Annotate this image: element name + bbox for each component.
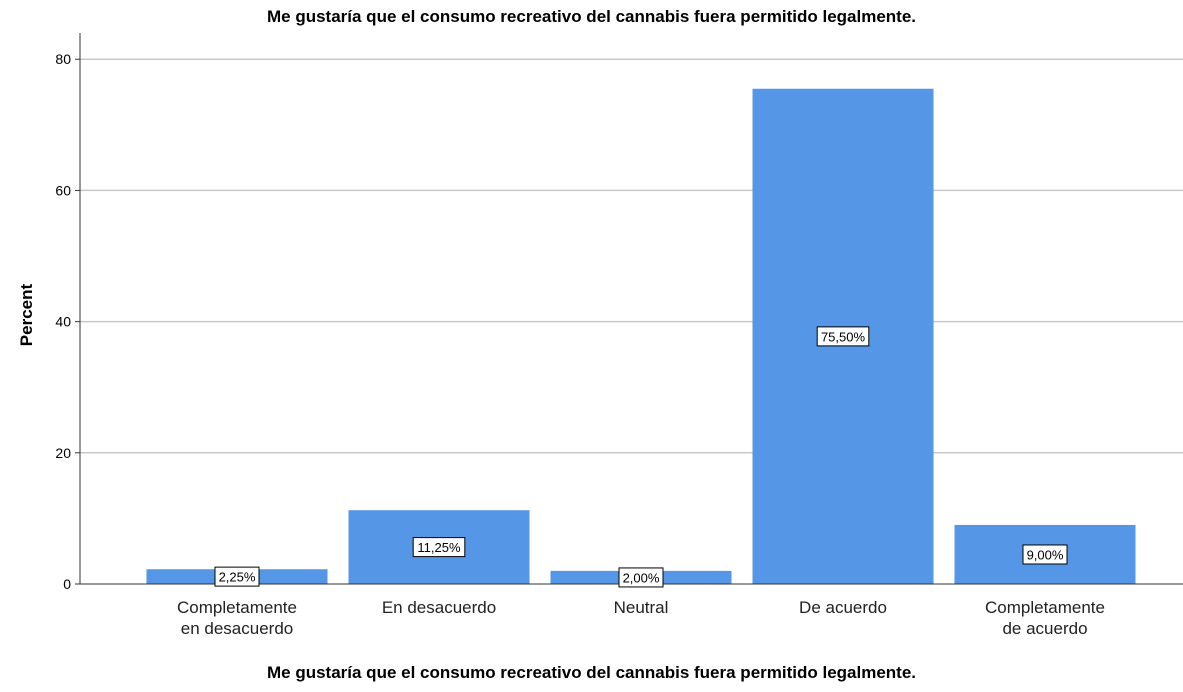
- data-label-box: [816, 326, 870, 347]
- data-label: 2,00%: [623, 570, 660, 585]
- x-tick-label: De acuerdo: [799, 598, 887, 617]
- y-tick-label: 40: [55, 314, 71, 330]
- y-tick-label: 20: [55, 445, 71, 461]
- x-tick-label: En desacuerdo: [382, 598, 496, 617]
- x-tick-label: Neutral: [614, 598, 669, 617]
- y-tick-label: 0: [63, 576, 71, 592]
- data-label: 11,25%: [417, 540, 461, 555]
- data-label: 75,50%: [821, 329, 866, 344]
- data-label-box: [1022, 544, 1068, 565]
- x-tick-label: de acuerdo: [1002, 619, 1087, 638]
- data-label-box: [214, 566, 260, 587]
- data-label: 9,00%: [1027, 547, 1064, 562]
- data-label-box: [618, 567, 664, 588]
- chart-title: Me gustaría que el consumo recreativo de…: [266, 7, 917, 26]
- x-tick-label: en desacuerdo: [181, 619, 293, 638]
- y-tick-label: 60: [55, 182, 71, 198]
- x-tick-label: Completamente: [177, 598, 297, 617]
- x-tick-label: Completamente: [985, 598, 1105, 617]
- data-label-box: [412, 537, 466, 558]
- y-tick-label: 80: [55, 51, 71, 67]
- data-label: 2,25%: [219, 570, 256, 585]
- x-axis-title: Me gustaría que el consumo recreativo de…: [266, 663, 917, 682]
